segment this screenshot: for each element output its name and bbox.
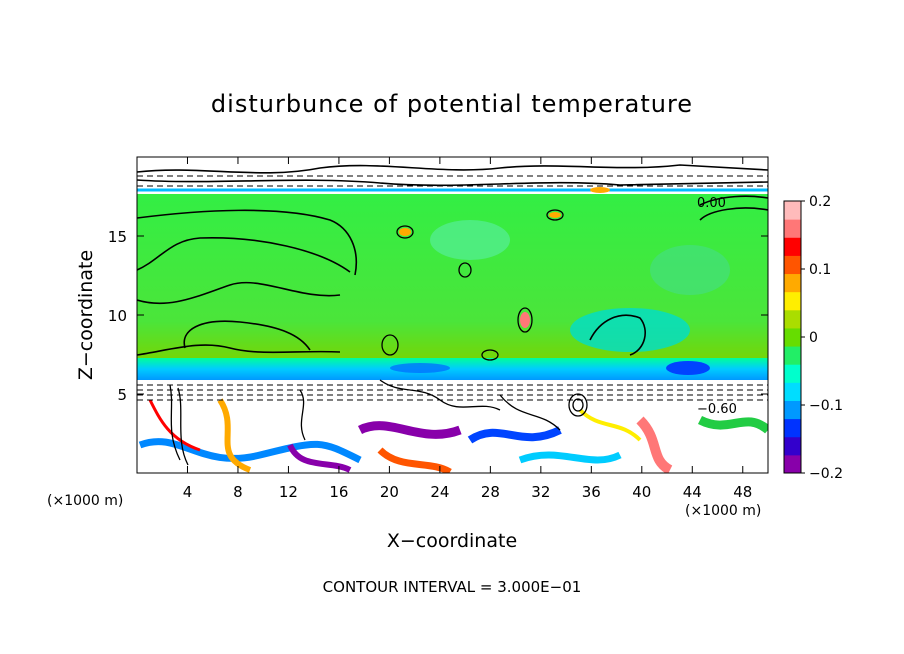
cyan-patch (570, 308, 690, 352)
colorbar-tick-label: 0.1 (809, 262, 831, 278)
inversion-band (137, 358, 768, 380)
x-tick-label: 20 (380, 483, 399, 501)
y-axis: 5 10 15 (108, 228, 768, 404)
colorbar-swatch (784, 201, 801, 220)
cyan-patch (650, 245, 730, 295)
colorbar-swatch (784, 364, 801, 383)
colorbar-swatch (784, 291, 801, 311)
colorbar-tick-label: 0 (809, 330, 818, 346)
x-tick-label: 16 (329, 483, 348, 501)
warm-blob (549, 212, 561, 218)
colorbar-swatch (784, 237, 801, 256)
x-tick-label: 8 (233, 483, 243, 501)
x-tick-label: 44 (683, 483, 702, 501)
swirl (518, 451, 622, 464)
swirl (148, 399, 201, 452)
swirl (377, 447, 452, 473)
cyan-patch (430, 220, 510, 260)
swirl (636, 416, 673, 473)
x-tick-label: 32 (531, 483, 550, 501)
contour-label: 0.00 (697, 196, 726, 211)
swirl (357, 421, 462, 439)
x-tick-label: 48 (733, 483, 752, 501)
colorbar-tick-label: −0.2 (809, 466, 843, 482)
colorbar-swatch (784, 273, 801, 293)
swirl (697, 415, 768, 434)
colorbar-swatch (784, 418, 801, 438)
contour-dashes (137, 175, 768, 401)
x-tick-label: 12 (279, 483, 298, 501)
colorbar-swatch (784, 327, 801, 347)
warm-blob (590, 187, 610, 193)
colorbar-swatch (784, 400, 801, 420)
colorbar-swatch (784, 255, 801, 275)
y-tick-label: 15 (108, 228, 127, 246)
colorbar-swatch (784, 436, 801, 456)
colorbar-tick-label: 0.2 (809, 194, 831, 210)
x-axis-unit-left: (×1000 m) (47, 493, 123, 509)
x-tick-label: 24 (430, 483, 449, 501)
y-axis-title: Z−coordinate (75, 250, 97, 380)
turbulent-contours (169, 209, 588, 466)
colorbar-swatch (784, 309, 801, 329)
contour-lines (137, 164, 768, 356)
swirl (217, 398, 252, 473)
blue-patch (666, 361, 710, 375)
x-axis-title: X−coordinate (387, 530, 517, 552)
warm-blob (520, 312, 530, 328)
y-tick-label: 10 (108, 307, 127, 325)
warm-blob (399, 228, 411, 236)
x-tick-label: 28 (481, 483, 500, 501)
x-axis-unit-right: (×1000 m) (685, 503, 761, 519)
blue-patch (390, 363, 450, 373)
swirl (467, 426, 562, 444)
swirl (287, 443, 352, 473)
colorbar-swatch (784, 346, 801, 365)
colorbar-swatch (784, 219, 801, 238)
contour-label: −0.60 (697, 402, 737, 417)
swirl (138, 438, 362, 464)
x-tick-label: 4 (183, 483, 193, 501)
x-tick-label: 40 (632, 483, 651, 501)
x-tick-label: 36 (582, 483, 601, 501)
colorbar-swatch (784, 454, 801, 474)
colorbar-tick-label: −0.1 (809, 398, 843, 414)
heatmap-field (137, 157, 768, 473)
y-tick-label: 5 (117, 386, 127, 404)
swirl (578, 408, 642, 442)
contour-interval-note: CONTOUR INTERVAL = 3.000E−01 (323, 578, 582, 596)
x-axis: 4 8 12 16 20 24 28 32 36 40 44 48 (183, 157, 752, 501)
colorbar: 0.2 0.1 0 −0.1 −0.2 (783, 194, 843, 482)
colorbar-swatch (784, 382, 801, 401)
chart-title: disturbunce of potential temperature (211, 90, 693, 118)
